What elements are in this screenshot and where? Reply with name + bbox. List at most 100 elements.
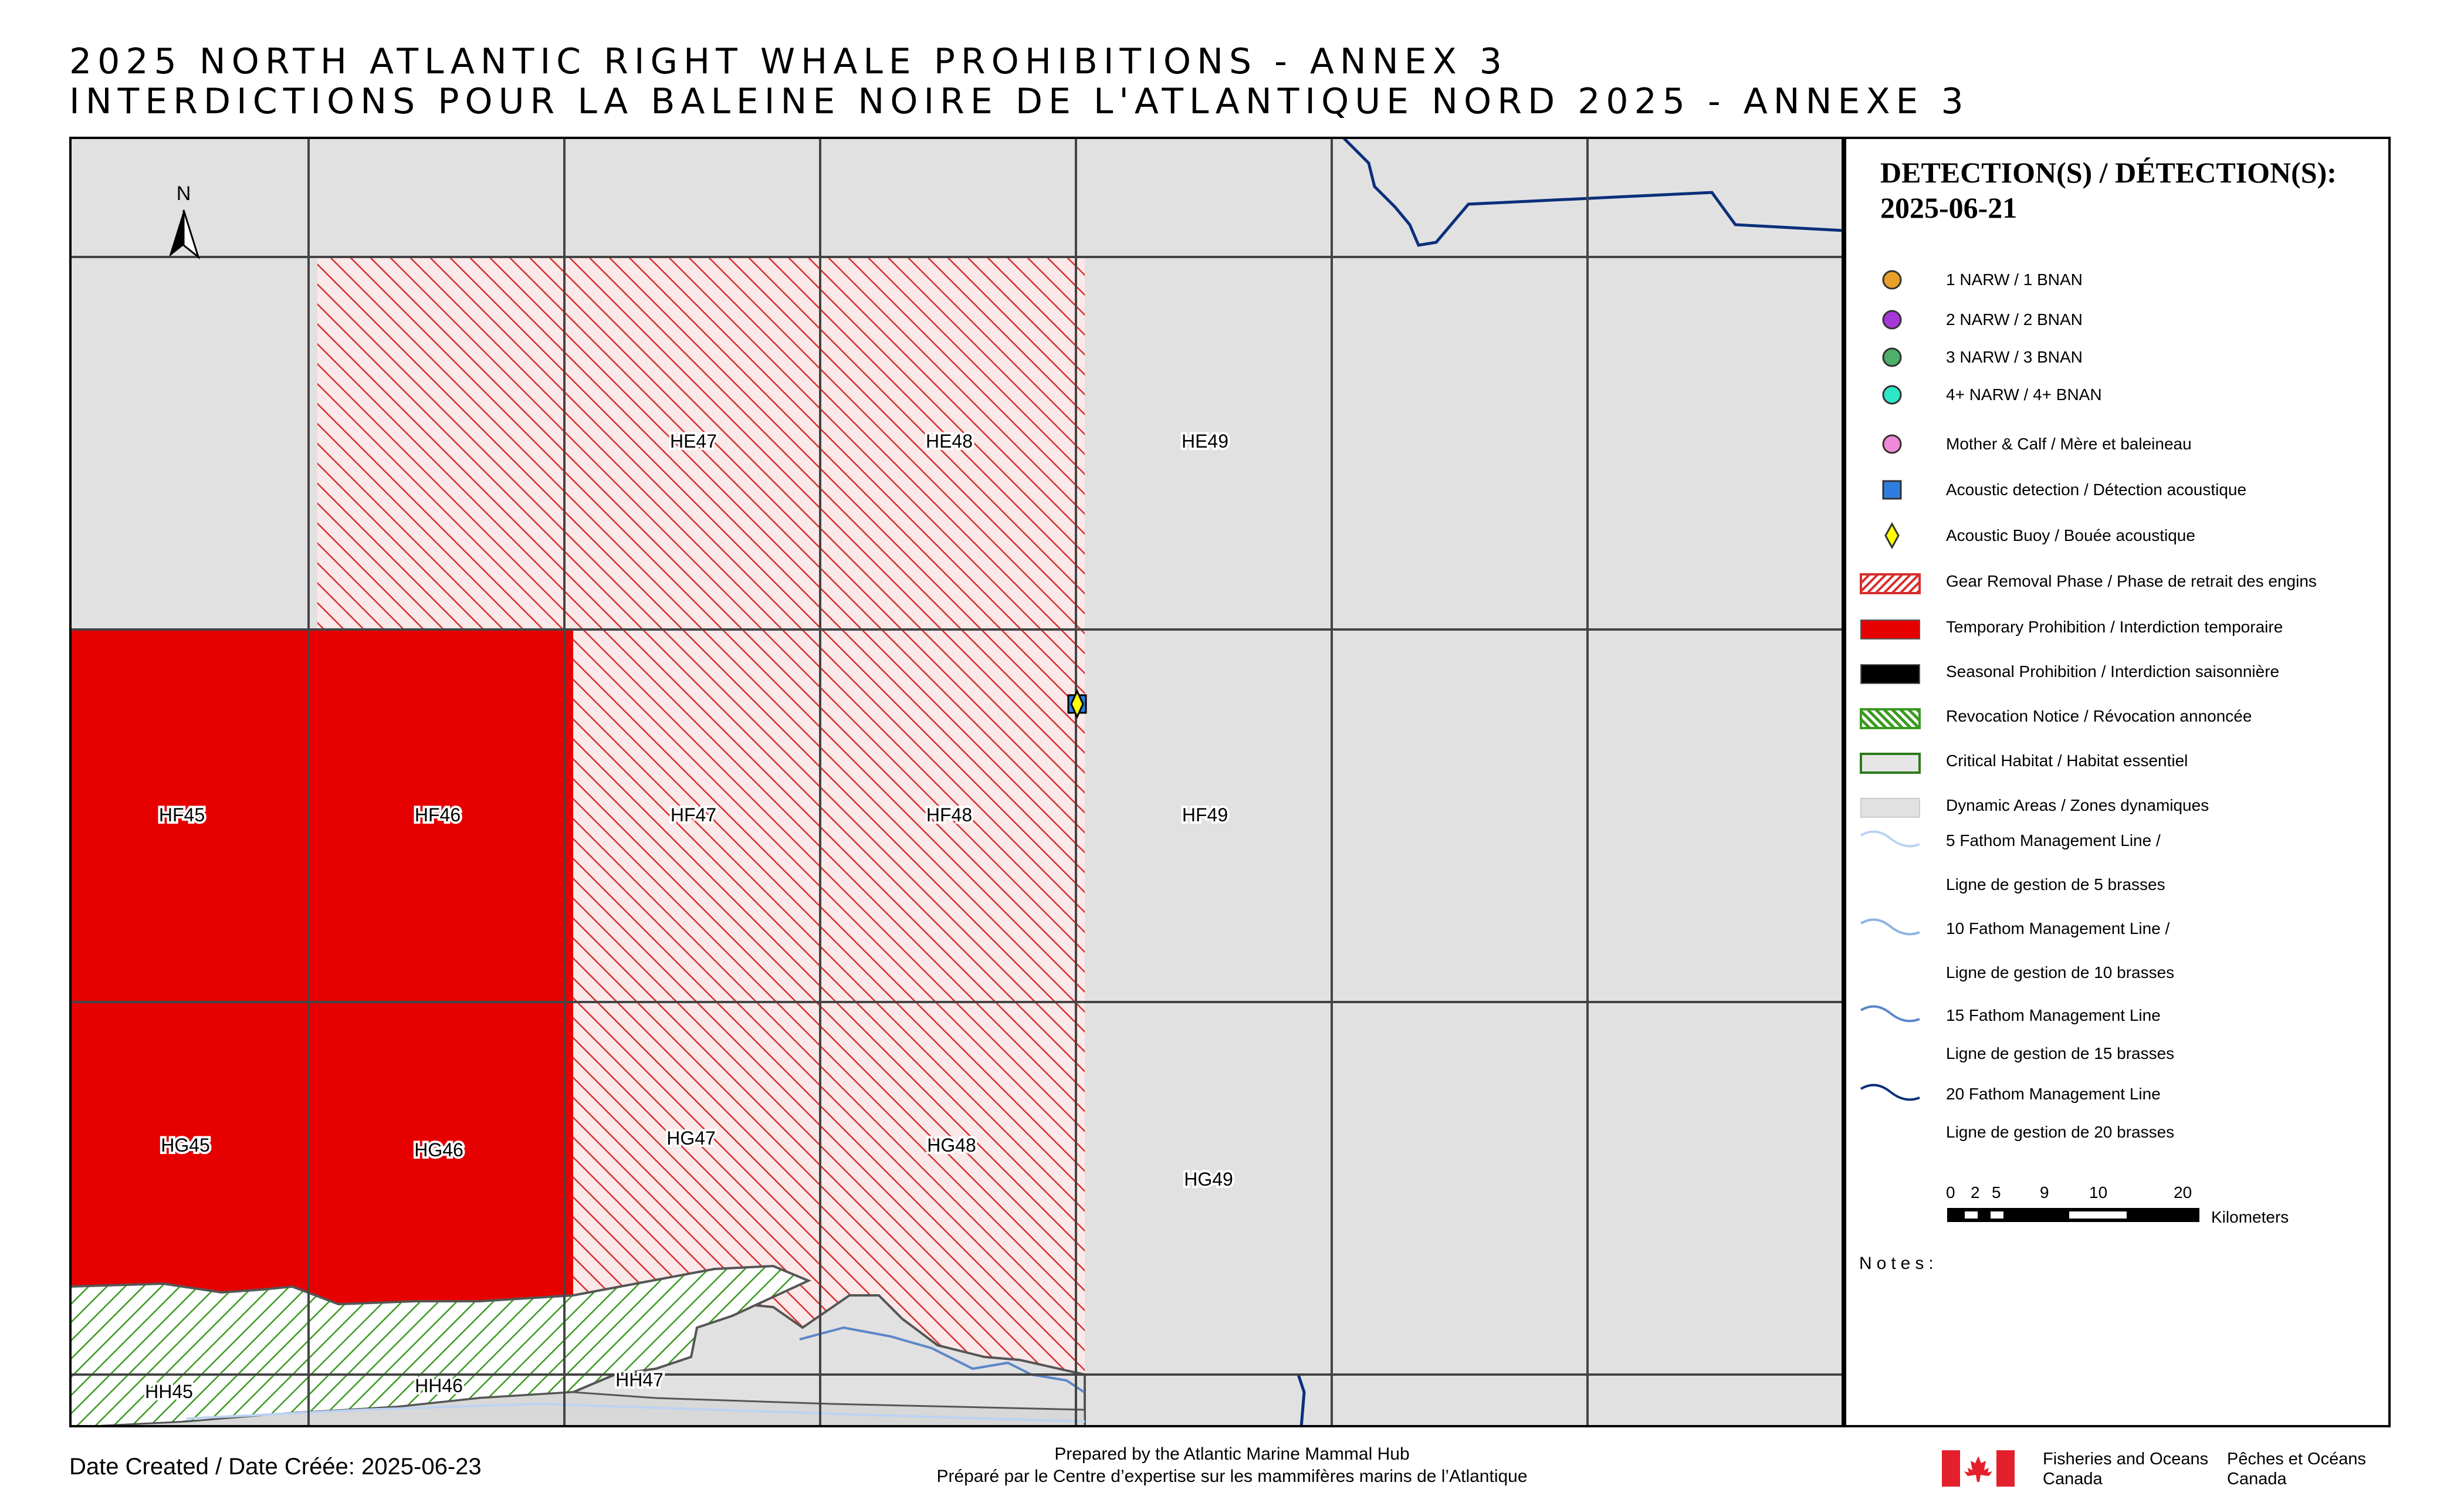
map-panel[interactable]: HE47 HE48 HE49 HF45 HF46 HF47 HF48 HF49 … <box>69 137 1844 1427</box>
scale-tick-label: 9 <box>2040 1183 2049 1201</box>
legend-item: Mother & Calf / Mère et baleineau <box>1846 427 2388 462</box>
legend-item-label: Revocation Notice / Révocation annoncée <box>1946 707 2252 725</box>
date-created: Date Created / Date Créée: 2025-06-23 <box>69 1454 482 1480</box>
fathom-line-label-fr: Ligne de gestion de 15 brasses <box>1946 1044 2175 1062</box>
scale-tick-label: 5 <box>1992 1183 2001 1201</box>
scale-tick-label: 10 <box>2089 1183 2108 1201</box>
legend-item-label: 1 NARW / 1 BNAN <box>1946 270 2083 289</box>
fathom-20-line-south <box>1297 1374 1306 1427</box>
label-hf49: HF49 <box>1182 804 1228 825</box>
legend-item: 1 NARW / 1 BNAN <box>1846 262 2388 297</box>
cell-hf47[interactable] <box>317 629 573 1002</box>
diamond-icon <box>1884 522 1900 550</box>
label-hh47: HH47 <box>615 1369 664 1390</box>
dfo-name-english: Fisheries and Oceans Canada <box>2043 1449 2208 1489</box>
cell-he48[interactable] <box>573 257 829 629</box>
notes-label: Notes: <box>1859 1254 1938 1273</box>
label-hg49: HG49 <box>1184 1169 1233 1190</box>
scale-tick-label: 20 <box>2174 1183 2192 1201</box>
cell-hf45[interactable] <box>69 629 309 1002</box>
legend-item: 3 NARW / 3 BNAN <box>1846 340 2388 375</box>
label-hg46: HG46 <box>414 1139 463 1160</box>
legend-item-label: 2 NARW / 2 BNAN <box>1946 310 2083 329</box>
legend-item: Temporary Prohibition / Interdiction tem… <box>1846 610 2388 645</box>
legend-item-label: Acoustic detection / Détection acoustiqu… <box>1946 480 2247 499</box>
legend-item-label: Dynamic Areas / Zones dynamiques <box>1946 796 2209 814</box>
legend-item: 2 NARW / 2 BNAN <box>1846 302 2388 337</box>
fathom-line-swatch <box>1860 1084 1920 1101</box>
fathom-line-swatch <box>1860 1005 1920 1023</box>
label-hh46: HH46 <box>415 1375 463 1396</box>
legend-item: Dynamic Areas / Zones dynamiques <box>1846 788 2388 823</box>
scale-tick-label: 0 <box>1946 1183 1955 1201</box>
legend-detection-date: 2025-06-21 <box>1880 191 2018 224</box>
cell-hf49[interactable] <box>829 629 1085 1002</box>
black-swatch <box>1860 664 1920 684</box>
legend-item: Acoustic Buoy / Bouée acoustique <box>1846 518 2388 553</box>
legend-item: Critical Habitat / Habitat essentiel <box>1846 743 2388 779</box>
legend-item: Seasonal Prohibition / Interdiction sais… <box>1846 654 2388 689</box>
north-label: N <box>177 182 191 205</box>
north-arrow-icon: N <box>169 182 200 260</box>
fathom-line-swatch <box>1860 830 1920 848</box>
map-title-french: INTERDICTIONS POUR LA BALEINE NOIRE DE L… <box>69 81 1969 122</box>
fathom-line-label-fr: Ligne de gestion de 10 brasses <box>1946 963 2175 981</box>
legend-panel: DETECTION(S) / DÉTECTION(S): 2025-06-21 … <box>1844 137 2391 1427</box>
label-hg48: HG48 <box>927 1135 976 1156</box>
fathom-5-line <box>186 1402 1085 1423</box>
legend-item-label: Gear Removal Phase / Phase de retrait de… <box>1946 572 2317 590</box>
grid <box>69 137 1844 1427</box>
scale-tick-label: 2 <box>1971 1183 1980 1201</box>
label-hf48: HF48 <box>926 804 972 825</box>
dfo-name-french: Pêches et Océans Canada <box>2227 1449 2366 1489</box>
map-title-english: 2025 NORTH ATLANTIC RIGHT WHALE PROHIBIT… <box>69 41 1508 82</box>
fathom-20-line-north <box>1341 137 1844 247</box>
fathom-line-label: 10 Fathom Management Line / <box>1946 919 2170 937</box>
green-hatch-swatch <box>1860 708 1921 729</box>
legend-item-label: Temporary Prohibition / Interdiction tem… <box>1946 618 2283 636</box>
label-hg47: HG47 <box>666 1128 716 1149</box>
grey-swatch <box>1860 798 1920 818</box>
label-he48: HE48 <box>926 431 973 452</box>
circle-icon <box>1882 385 1902 405</box>
scale-bar-graphic <box>1947 1208 2199 1222</box>
legend-item-label: Critical Habitat / Habitat essentiel <box>1946 752 2188 770</box>
legend-item: Gear Removal Phase / Phase de retrait de… <box>1846 564 2388 599</box>
dfo-en-line2: Canada <box>2043 1470 2103 1488</box>
circle-icon <box>1882 434 1902 454</box>
legend-item-label: 4+ NARW / 4+ BNAN <box>1946 385 2102 404</box>
dfo-en-line1: Fisheries and Oceans <box>2043 1450 2209 1468</box>
legend-item-label: 3 NARW / 3 BNAN <box>1946 348 2083 366</box>
square-icon <box>1882 480 1902 500</box>
label-hf47: HF47 <box>671 804 716 825</box>
fathom-line-label: 20 Fathom Management Line <box>1946 1085 2161 1103</box>
cell-hf48[interactable] <box>573 629 829 1002</box>
fathom-line-label-fr: Ligne de gestion de 5 brasses <box>1946 875 2165 893</box>
green-outline-swatch <box>1860 753 1921 774</box>
cell-he47[interactable] <box>317 257 573 629</box>
circle-icon <box>1882 310 1902 330</box>
legend-item-label: Acoustic Buoy / Bouée acoustique <box>1946 526 2195 544</box>
dfo-fr-line2: Canada <box>2227 1470 2287 1488</box>
label-hf46: HF46 <box>415 804 461 825</box>
circle-icon <box>1882 270 1902 290</box>
prepared-by-french: Préparé par le Centre d’expertise sur le… <box>936 1467 1528 1486</box>
legend-item: 4+ NARW / 4+ BNAN <box>1846 377 2388 412</box>
scale-unit: Kilometers <box>2211 1208 2289 1226</box>
label-hf45: HF45 <box>159 804 205 825</box>
red-hatch-swatch <box>1860 573 1921 594</box>
legend-item-label: Seasonal Prohibition / Interdiction sais… <box>1946 662 2280 681</box>
cell-he49[interactable] <box>829 257 1085 629</box>
legend-item-label: Mother & Calf / Mère et baleineau <box>1946 435 2192 453</box>
red-swatch <box>1860 620 1920 639</box>
fathom-15-line <box>799 1326 1085 1393</box>
prepared-by-english: Prepared by the Atlantic Marine Mammal H… <box>1054 1444 1410 1464</box>
canada-flag-icon <box>1942 1450 2015 1487</box>
label-hh45: HH45 <box>145 1381 193 1402</box>
fathom-line-label-fr: Ligne de gestion de 20 brasses <box>1946 1123 2175 1141</box>
label-he49: HE49 <box>1182 431 1228 452</box>
fathom-line-label: 15 Fathom Management Line <box>1946 1006 2161 1024</box>
legend-heading: DETECTION(S) / DÉTECTION(S): <box>1880 156 2337 189</box>
legend-item: Acoustic detection / Détection acoustiqu… <box>1846 472 2388 507</box>
acoustic-detection-marker[interactable] <box>1067 689 1087 719</box>
